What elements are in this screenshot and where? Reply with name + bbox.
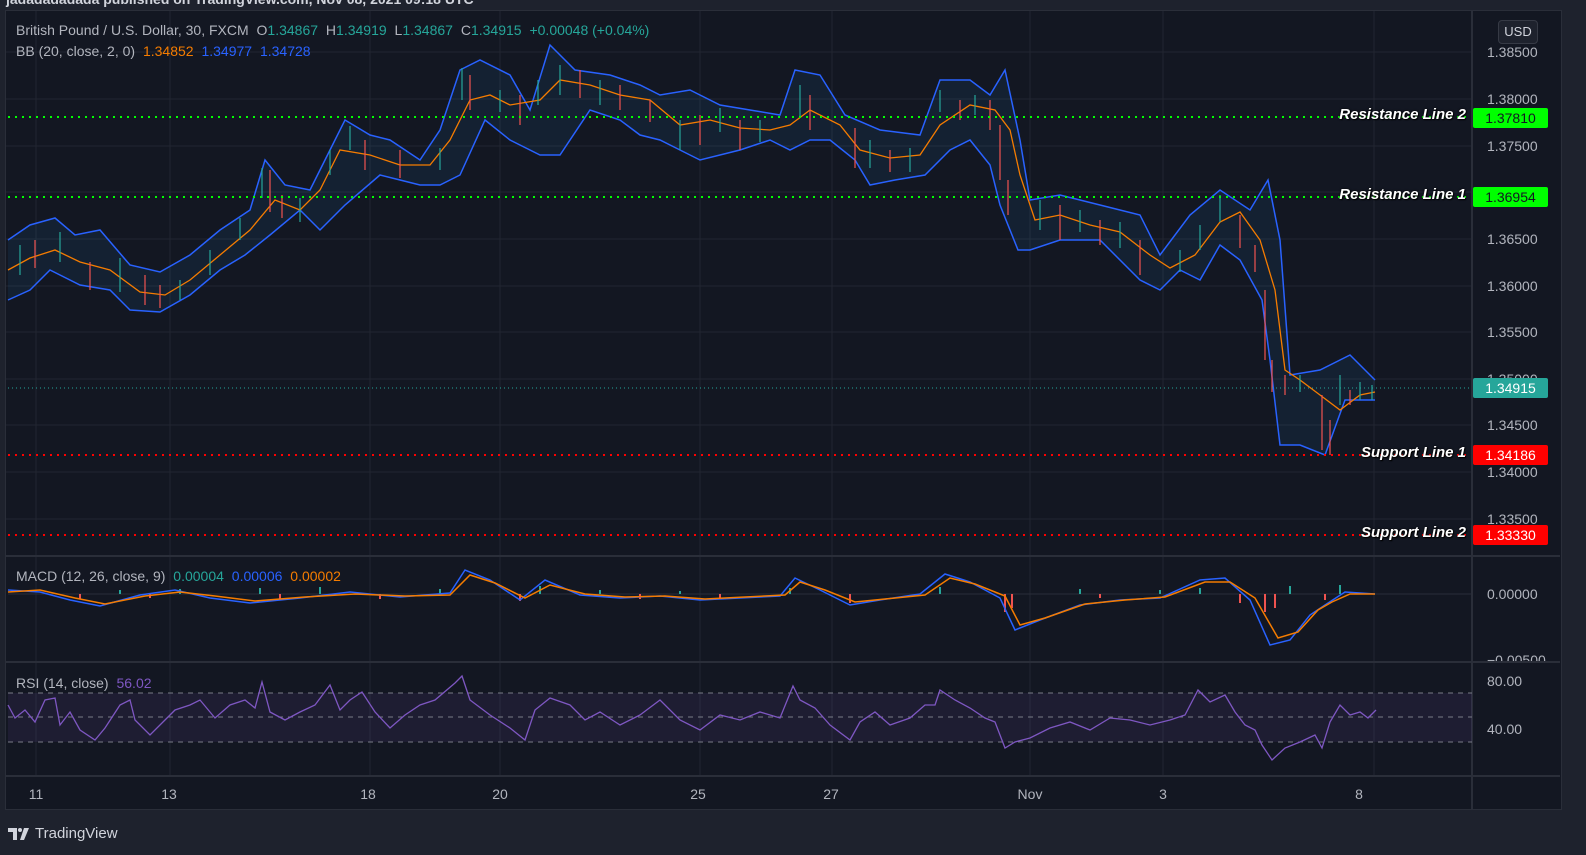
bollinger-upper-line	[7, 43, 1376, 381]
price-tick: 1.34500	[1487, 417, 1538, 433]
high-value: 1.34919	[336, 22, 387, 38]
candles-down	[34, 70, 1351, 455]
rsi-line	[7, 674, 1377, 761]
support-2-label: Support Line 2	[1361, 524, 1466, 541]
macd-line	[7, 569, 1376, 646]
macd-signal-line	[7, 574, 1375, 639]
macd-histogram-down	[79, 594, 1326, 612]
macd-legend[interactable]: MACD (12, 26, close, 9) 0.00004 0.00006 …	[16, 568, 341, 584]
bb-upper-value: 1.34977	[201, 43, 253, 59]
time-tick: 27	[823, 786, 839, 802]
price-tick: 1.36000	[1487, 278, 1538, 294]
currency-button[interactable]: USD	[1498, 20, 1538, 44]
resistance-1-price-tag: 1.36954	[1473, 187, 1548, 207]
time-tick: 25	[690, 786, 706, 802]
macd-hist-value: 0.00004	[173, 568, 224, 584]
price-tick: 1.38000	[1487, 91, 1538, 107]
time-tick: Nov	[1017, 786, 1043, 802]
tradingview-logo[interactable]: TradingView	[8, 825, 118, 842]
resistance-2-label: Resistance Line 2	[1339, 106, 1466, 123]
rsi-value: 56.02	[116, 675, 152, 691]
rsi-tick: 40.00	[1487, 721, 1523, 737]
macd-signal-value: 0.00002	[290, 568, 341, 584]
support-1-label: Support Line 1	[1361, 444, 1466, 461]
rsi-label: RSI (14, close)	[16, 675, 109, 691]
time-tick: 20	[492, 786, 508, 802]
macd-tick: −0.00500	[1487, 652, 1546, 661]
bb-label: BB (20, close, 2, 0)	[16, 43, 136, 59]
rsi-legend[interactable]: RSI (14, close) 56.02	[16, 675, 152, 691]
rsi-tick: 80.00	[1487, 673, 1523, 689]
macd-label: MACD (12, 26, close, 9)	[16, 568, 166, 584]
resistance-1-label: Resistance Line 1	[1339, 186, 1466, 203]
change-value: +0.00048 (+0.04%)	[529, 22, 650, 38]
bb-basis-value: 1.34852	[142, 43, 194, 59]
price-tick: 1.36500	[1487, 231, 1538, 247]
time-tick: 3	[1159, 786, 1167, 802]
symbol-title: British Pound / U.S. Dollar, 30, FXCM	[16, 22, 249, 38]
time-tick: 11	[28, 786, 44, 802]
low-value: 1.34867	[402, 22, 453, 38]
close-value: 1.34915	[470, 22, 522, 38]
price-tick: 1.33500	[1487, 511, 1538, 527]
time-tick: 8	[1355, 786, 1363, 802]
publisher-line: jadadadadada published on TradingView.co…	[0, 0, 1586, 10]
time-tick: 13	[161, 786, 177, 802]
bb-lower-value: 1.34728	[259, 43, 311, 59]
open-value: 1.34867	[267, 22, 319, 38]
price-tick: 1.34000	[1487, 464, 1538, 480]
price-tick: 1.37500	[1487, 138, 1538, 154]
symbol-legend[interactable]: British Pound / U.S. Dollar, 30, FXCM O1…	[16, 22, 650, 38]
resistance-2-price-tag: 1.37810	[1473, 108, 1548, 128]
support-2-price-tag: 1.33330	[1473, 525, 1548, 545]
chart-frame[interactable]	[5, 10, 1562, 810]
macd-histogram-up	[119, 585, 1341, 594]
price-tick: 1.38500	[1487, 44, 1538, 60]
price-tick: 1.35500	[1487, 324, 1538, 340]
tradingview-icon	[8, 827, 29, 840]
grid	[6, 11, 1472, 776]
candles-up	[19, 65, 1373, 405]
bollinger-band-fill	[8, 45, 1375, 455]
bollinger-basis-line	[7, 79, 1376, 411]
bollinger-lower-line	[7, 109, 1375, 456]
brand-name: TradingView	[35, 825, 118, 842]
support-1-price-tag: 1.34186	[1473, 445, 1548, 465]
macd-tick: 0.00000	[1487, 586, 1538, 602]
macd-value: 0.00006	[231, 568, 283, 584]
bb-legend[interactable]: BB (20, close, 2, 0) 1.34852 1.34977 1.3…	[16, 43, 311, 59]
current-price-tag: 1.34915	[1473, 378, 1548, 398]
time-tick: 18	[360, 786, 376, 802]
